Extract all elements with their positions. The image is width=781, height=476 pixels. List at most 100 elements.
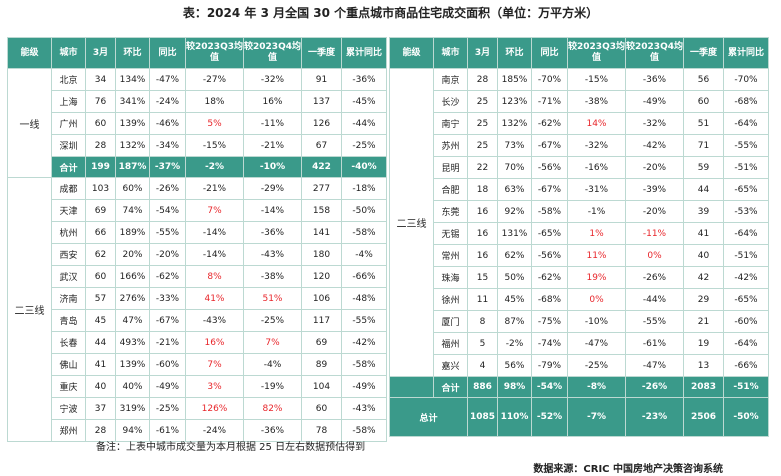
table-cell: -4%	[243, 353, 302, 376]
total-cell: -37%	[149, 156, 186, 178]
table-cell: 139%	[115, 112, 150, 135]
table-cell: -43%	[341, 397, 387, 420]
table-cell: -43%	[243, 243, 302, 266]
table-cell: -53%	[723, 200, 769, 223]
table-cell: 276%	[115, 287, 150, 310]
table-cell: 67	[301, 134, 342, 157]
table-row: 二三线 南京 28 185% -70% -15% -36% 56 -70%	[389, 68, 769, 377]
right-table: 能级 城市 3月 环比 同比 较2023Q3均值 较2023Q4均值 一季度 累计同比 二三线南…	[389, 37, 769, 437]
table-cell: 8	[467, 310, 498, 333]
table-cell: -70%	[531, 68, 568, 91]
table-cell: -15%	[567, 68, 626, 91]
table-cell: -68%	[723, 90, 769, 113]
table-cell: 74%	[115, 199, 150, 222]
table-cell: 91	[301, 68, 342, 91]
table-cell: -32%	[625, 112, 684, 135]
total-cell: -10%	[243, 156, 302, 178]
table-row: 青岛 45 47% -67% -43% -25% 117 -55%	[8, 309, 387, 332]
table-cell: 常州	[433, 244, 468, 267]
table-cell: 徐州	[433, 288, 468, 311]
table-cell: -20%	[149, 243, 186, 266]
table-cell: 60	[301, 397, 342, 420]
column-header: 同比	[531, 37, 568, 69]
table-cell: 宁波	[51, 397, 86, 420]
total-cell: -23%	[625, 397, 684, 437]
total-cell: 2506	[683, 397, 724, 437]
table-cell: -74%	[531, 332, 568, 355]
table-cell: 8%	[185, 265, 244, 288]
table-cell: -16%	[567, 156, 626, 179]
table-cell: 51%	[243, 287, 302, 310]
table-cell: 16%	[185, 331, 244, 354]
table-cell: 19	[683, 332, 724, 355]
table-cell: 126	[301, 112, 342, 135]
column-header: 环比	[115, 37, 150, 69]
table-cell: 47%	[115, 309, 150, 332]
table-cell: 25	[467, 134, 498, 157]
table-cell: 60	[85, 112, 116, 135]
table-cell: 佛山	[51, 353, 86, 376]
table-cell: 11%	[567, 244, 626, 267]
table-cell: -39%	[625, 178, 684, 201]
table-cell: 25	[467, 112, 498, 135]
table-cell: -70%	[723, 68, 769, 91]
table-cell: -66%	[341, 265, 387, 288]
column-header: 较2023Q3均值	[567, 37, 626, 69]
table-cell: 62	[85, 243, 116, 266]
table-row: 深圳 28 132% -34% -15% -21% 67 -25%	[8, 134, 387, 157]
table-cell: 104	[301, 375, 342, 398]
table-cell: -42%	[341, 331, 387, 354]
table-cell: 25	[467, 90, 498, 113]
table-cell: 15	[467, 266, 498, 289]
table-cell: -46%	[149, 112, 186, 135]
table-cell: 37	[85, 397, 116, 420]
table-cell: 3%	[185, 375, 244, 398]
table-cell: 4	[467, 354, 498, 377]
table-cell: 134%	[115, 68, 150, 91]
table-cell: -10%	[567, 310, 626, 333]
table-cell: -32%	[567, 134, 626, 157]
table-cell: 57	[85, 287, 116, 310]
table-cell: -68%	[531, 288, 568, 311]
table-cell: -54%	[149, 199, 186, 222]
table-cell: -4%	[341, 243, 387, 266]
column-header: 城市	[433, 37, 468, 69]
table-cell: -65%	[723, 288, 769, 311]
table-cell: 北京	[51, 68, 86, 91]
table-cell: 14%	[567, 112, 626, 135]
table-cell: -79%	[531, 354, 568, 377]
table-cell: 41	[85, 353, 116, 376]
table-row: 昆明 22 70% -56% -16% -20% 59 -51%	[390, 156, 769, 179]
total-cell: -52%	[531, 397, 568, 437]
table-cell: -2%	[497, 332, 532, 355]
column-header: 较2023Q3均值	[185, 37, 244, 69]
table-cell: 60	[85, 265, 116, 288]
table-cell: 319%	[115, 397, 150, 420]
table-cell: -25%	[341, 134, 387, 157]
table-cell: -25%	[149, 397, 186, 420]
total-cell: -8%	[567, 376, 626, 398]
table-cell: 19%	[567, 266, 626, 289]
table-cell: -47%	[567, 332, 626, 355]
table-cell: -55%	[625, 310, 684, 333]
total-row: 合计 886 98% -54% -8% -26% 2083 -51%	[389, 376, 769, 398]
table-cell: -67%	[149, 309, 186, 332]
table-title: 表：2024 年 3 月全国 30 个重点城市商品住宅成交面积（单位：万平方米）	[182, 6, 599, 20]
table-cell: -62%	[531, 266, 568, 289]
table-cell: -75%	[531, 310, 568, 333]
total-cell: 199	[85, 156, 116, 178]
tier-label: 二三线	[389, 68, 434, 377]
tier-label: 二三线	[7, 177, 52, 442]
column-header: 较2023Q4均值	[243, 37, 302, 69]
table-cell: 16	[467, 222, 498, 245]
total-cell: 187%	[115, 156, 150, 178]
table-cell: -65%	[531, 222, 568, 245]
table-cell: 28	[467, 68, 498, 91]
table-cell: -15%	[185, 134, 244, 157]
table-cell: 18%	[185, 90, 244, 113]
table-cell: -61%	[625, 332, 684, 355]
table-cell: -55%	[341, 309, 387, 332]
table-cell: -58%	[341, 353, 387, 376]
table-cell: -26%	[149, 177, 186, 200]
table-cell: 41	[683, 222, 724, 245]
